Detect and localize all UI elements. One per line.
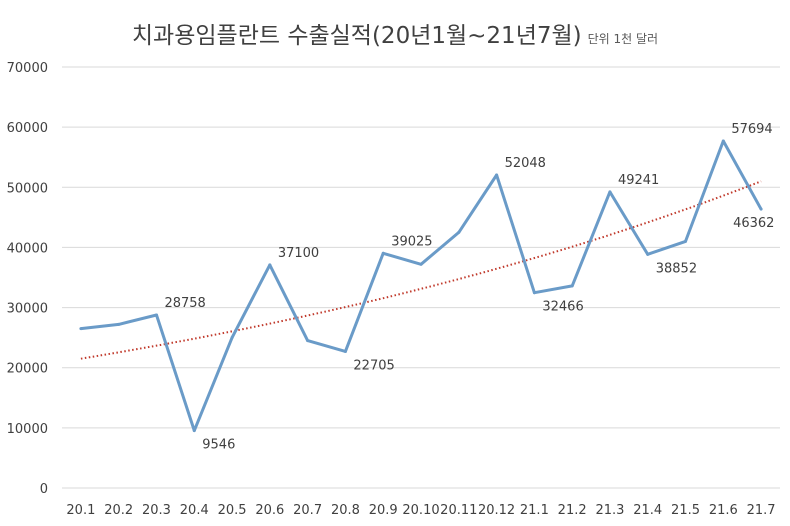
data-point (495, 173, 499, 177)
x-axis-ticks: 20.1 20.2 20.3 20.4 20.5 20.6 20.7 20.8 20.9 20.1… (66, 503, 775, 518)
data-label: 37100 (278, 246, 319, 261)
x-tick-label: 20.8 (331, 503, 360, 518)
x-tick-label: 20.2 (104, 503, 133, 518)
x-tick-label: 20.12 (478, 503, 515, 518)
data-point (532, 291, 536, 295)
x-tick-label: 21.7 (747, 503, 776, 518)
data-label: 39025 (391, 234, 432, 249)
data-point (608, 190, 612, 194)
x-tick-label: 20.11 (440, 503, 477, 518)
unit-note: 단위 1천 달러 (587, 32, 659, 46)
data-point (419, 262, 423, 266)
y-tick-label: 10000 (7, 422, 48, 437)
data-point (381, 251, 385, 255)
data-label: 9546 (202, 438, 235, 453)
y-tick-label: 30000 (7, 302, 48, 317)
x-tick-label: 20.5 (218, 503, 247, 518)
x-tick-label: 20.9 (369, 503, 398, 518)
data-label: 22705 (353, 358, 394, 373)
x-tick-label: 21.5 (671, 503, 700, 518)
chart-title: 치과용임플란트 수출실적(20년1월~21년7월) (131, 23, 582, 49)
data-label: 38852 (656, 261, 697, 276)
x-tick-label: 21.1 (520, 503, 549, 518)
x-tick-label: 21.3 (595, 503, 624, 518)
gridlines (62, 66, 780, 489)
data-point (117, 322, 121, 326)
x-tick-label: 20.10 (402, 503, 439, 518)
data-label: 49241 (618, 173, 659, 188)
x-tick-label: 20.4 (180, 503, 209, 518)
data-point (230, 336, 234, 340)
data-point (343, 349, 347, 353)
data-label: 57694 (731, 122, 772, 137)
data-point (79, 327, 83, 331)
chart-title-block: 치과용임플란트 수출실적(20년1월~21년7월) 단위 1천 달러 (0, 16, 790, 50)
y-tick-label: 0 (40, 482, 48, 497)
x-tick-label: 20.7 (293, 503, 322, 518)
data-point (154, 313, 158, 317)
data-point (457, 230, 461, 234)
data-point (684, 239, 688, 243)
y-axis-ticks: 0 10000 20000 30000 40000 50000 60000 70000 (7, 61, 48, 497)
data-point (646, 252, 650, 256)
x-tick-label: 20.1 (66, 503, 95, 518)
data-label: 32466 (542, 300, 583, 315)
data-point (759, 207, 763, 211)
data-label: 52048 (505, 156, 546, 171)
y-tick-label: 40000 (7, 241, 48, 256)
x-tick-label: 21.6 (709, 503, 738, 518)
data-label: 46362 (733, 216, 774, 231)
y-tick-label: 60000 (7, 121, 48, 136)
data-point (268, 263, 272, 267)
x-tick-label: 21.2 (558, 503, 587, 518)
data-point (721, 139, 725, 143)
data-point (570, 284, 574, 288)
data-label: 28758 (164, 296, 205, 311)
x-tick-label: 20.6 (255, 503, 284, 518)
y-tick-label: 70000 (7, 61, 48, 76)
data-point (306, 339, 310, 343)
data-labels: 28758 9546 37100 22705 39025 52048 32466 49241 3… (164, 122, 774, 453)
x-tick-label: 21.4 (633, 503, 662, 518)
series-group (79, 139, 763, 433)
y-tick-label: 20000 (7, 362, 48, 377)
y-tick-label: 50000 (7, 181, 48, 196)
x-tick-label: 20.3 (142, 503, 171, 518)
data-point (192, 429, 196, 433)
